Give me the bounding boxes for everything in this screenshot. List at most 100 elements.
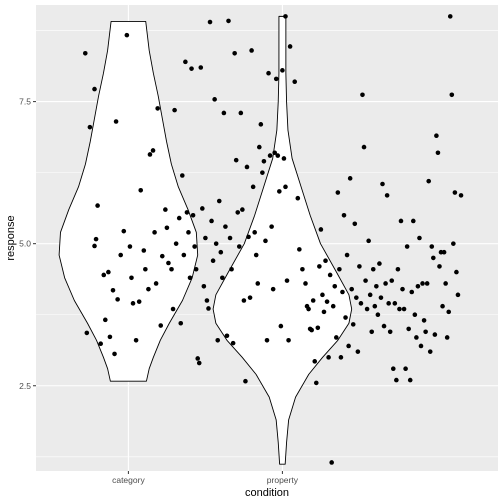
data-point	[236, 244, 242, 249]
data-point	[387, 329, 393, 335]
data-point	[169, 266, 174, 272]
data-point	[272, 150, 278, 156]
y-axis-title: response	[5, 215, 17, 260]
data-point	[159, 253, 165, 259]
data-point	[417, 235, 422, 241]
data-point	[340, 289, 345, 295]
data-point	[344, 252, 350, 258]
data-point	[447, 14, 453, 19]
data-point	[295, 195, 301, 201]
data-point	[315, 325, 321, 331]
data-point	[183, 59, 188, 65]
data-point	[320, 292, 325, 298]
data-point	[401, 306, 407, 312]
data-point	[223, 224, 228, 229]
data-point	[446, 309, 452, 315]
data-point	[229, 266, 234, 272]
data-point	[406, 326, 411, 332]
data-point	[101, 272, 107, 278]
data-point	[98, 341, 103, 347]
data-point	[207, 19, 213, 25]
x-tick-label: category	[112, 475, 145, 485]
data-point	[312, 359, 318, 364]
data-point	[266, 70, 271, 76]
data-point	[363, 278, 368, 283]
data-point	[209, 218, 214, 224]
data-point	[153, 281, 159, 286]
data-point	[201, 284, 207, 289]
data-point	[375, 312, 381, 318]
data-point	[129, 275, 134, 281]
data-point	[380, 181, 385, 187]
data-point	[95, 203, 100, 208]
data-point	[230, 340, 236, 346]
data-point	[106, 269, 111, 275]
data-point	[434, 133, 439, 139]
data-point	[411, 218, 416, 224]
data-point	[400, 286, 405, 292]
data-point	[181, 252, 187, 258]
data-point	[283, 184, 288, 190]
data-point	[389, 278, 395, 283]
data-point	[198, 65, 204, 70]
data-point	[403, 366, 408, 372]
points	[82, 14, 464, 465]
data-point	[258, 122, 264, 127]
data-point	[292, 79, 298, 85]
data-point	[150, 148, 156, 153]
data-point	[329, 460, 334, 465]
data-point	[337, 266, 342, 272]
data-point	[110, 287, 116, 293]
data-point	[366, 238, 371, 244]
data-point	[112, 351, 117, 357]
data-point	[377, 261, 382, 266]
data-point	[255, 281, 261, 286]
data-point	[441, 249, 447, 255]
data-point	[273, 76, 279, 82]
data-point	[347, 176, 353, 181]
data-point	[87, 124, 93, 130]
data-point	[147, 152, 153, 157]
data-point	[216, 198, 222, 204]
data-point	[372, 303, 378, 309]
data-point	[195, 356, 200, 361]
data-point	[349, 286, 355, 292]
data-point	[326, 355, 331, 360]
data-point	[133, 337, 139, 343]
data-point	[206, 306, 211, 311]
data-point	[107, 334, 113, 340]
data-point	[241, 298, 247, 303]
data-point	[275, 153, 281, 158]
data-point	[240, 207, 245, 212]
data-point	[303, 281, 308, 286]
data-point	[124, 32, 130, 38]
data-point	[435, 150, 441, 156]
data-point	[352, 221, 358, 227]
data-point	[449, 92, 455, 98]
data-point	[146, 286, 151, 292]
data-point	[381, 323, 387, 329]
data-point	[173, 241, 179, 246]
data-point	[355, 349, 361, 354]
x-axis-ticks: category property	[112, 471, 299, 485]
data-point	[423, 329, 428, 335]
data-point	[196, 360, 202, 366]
data-point	[155, 106, 160, 111]
data-point	[321, 309, 327, 315]
data-point	[163, 207, 168, 212]
data-point	[309, 327, 314, 333]
data-point	[297, 247, 302, 252]
data-point	[189, 66, 194, 71]
data-point	[358, 301, 364, 306]
data-point	[213, 241, 219, 246]
data-point	[130, 301, 136, 306]
x-axis-title: condition	[245, 487, 289, 499]
data-point	[369, 329, 375, 335]
y-tick-label: 2.5	[19, 381, 31, 391]
data-point	[176, 215, 182, 221]
data-point	[238, 110, 244, 116]
data-point	[252, 230, 257, 235]
data-point	[158, 323, 164, 328]
data-point	[84, 330, 90, 336]
